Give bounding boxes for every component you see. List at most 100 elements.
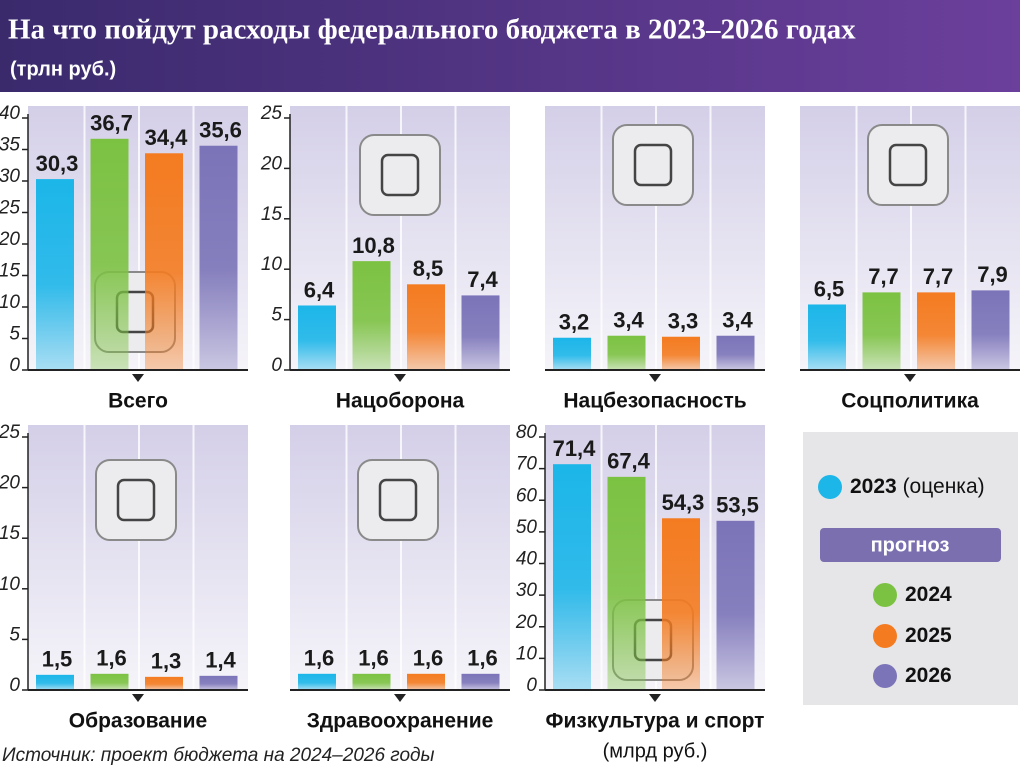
y-tick-label: 5 [9, 624, 20, 645]
bar [199, 675, 238, 690]
value-label: 1,6 [467, 646, 498, 671]
bar [352, 673, 391, 690]
category-label: Нацоборона [336, 390, 465, 413]
y-tick-label: 20 [0, 473, 20, 494]
y-tick-label: 25 [0, 422, 20, 443]
value-label: 36,7 [90, 111, 133, 136]
pointer [649, 694, 661, 702]
y-tick-label: 80 [516, 422, 538, 443]
icon-tile [359, 134, 441, 216]
icon-tile [95, 459, 177, 541]
value-label: 1,6 [358, 646, 389, 671]
value-label: 35,6 [199, 118, 242, 143]
forecast-label: прогноз [871, 534, 950, 556]
y-tick-label: 30 [0, 166, 20, 187]
value-label: 7,9 [977, 262, 1008, 287]
legend-year: 2025 [905, 624, 952, 647]
value-label: 3,2 [559, 310, 590, 335]
pointer [394, 694, 406, 702]
bar [90, 673, 129, 690]
value-label: 3,4 [722, 308, 753, 333]
y-tick-label: 15 [0, 261, 20, 282]
value-label: 3,3 [668, 309, 699, 334]
value-label: 1,6 [96, 646, 127, 671]
y-tick-label: 10 [516, 643, 538, 664]
y-tick-label: 10 [261, 254, 283, 275]
title: На что пойдут расходы федерального бюдже… [8, 14, 856, 46]
legend-year: 2023 [850, 475, 897, 498]
y-tick-label: 0 [526, 675, 537, 696]
bar [199, 145, 238, 370]
legend-label: 2025 [905, 624, 952, 647]
header-band [0, 0, 1020, 92]
value-label: 34,4 [145, 125, 189, 150]
source: Источник: проект бюджета на 2024–2026 го… [2, 745, 435, 766]
value-label: 1,6 [413, 646, 444, 671]
bar [352, 261, 391, 370]
pointer [904, 374, 916, 382]
bar [90, 138, 129, 370]
bar [716, 520, 755, 690]
y-tick-label: 15 [0, 523, 20, 544]
y-tick-label: 0 [9, 675, 20, 696]
bar [407, 284, 445, 370]
value-label: 7,4 [467, 267, 498, 292]
y-tick-label: 25 [0, 198, 20, 219]
pointer [649, 374, 661, 382]
forecast-band [820, 528, 1001, 562]
legend-swatch [873, 583, 897, 607]
y-tick-label: 35 [0, 135, 20, 156]
pointer [132, 374, 144, 382]
bar [36, 179, 74, 370]
bar [36, 674, 74, 690]
icon-tile [867, 124, 949, 206]
unit-note: (млрд руб.) [603, 740, 708, 762]
icon-glyph [888, 143, 928, 187]
value-label: 1,6 [304, 646, 335, 671]
value-label: 67,4 [607, 449, 651, 474]
legend-panel [803, 432, 1018, 705]
y-tick-label: 5 [271, 305, 282, 326]
value-label: 54,3 [662, 490, 705, 515]
y-tick-label: 30 [516, 580, 538, 601]
pointer [394, 374, 406, 382]
legend-swatch [873, 624, 897, 648]
icon-glyph [378, 478, 418, 522]
y-tick-label: 20 [515, 612, 538, 633]
value-label: 3,4 [613, 308, 644, 333]
pointer [132, 694, 144, 702]
value-label: 1,4 [205, 648, 236, 673]
bar [917, 292, 955, 370]
bar [862, 292, 901, 370]
bar [716, 335, 755, 370]
y-tick-label: 0 [271, 355, 282, 376]
y-tick-label: 60 [516, 485, 538, 506]
bar [553, 337, 591, 370]
y-tick-label: 5 [9, 324, 20, 345]
bar [298, 305, 336, 370]
y-tick-label: 15 [261, 204, 283, 225]
value-label: 7,7 [923, 264, 954, 289]
legend-label: 2024 [905, 583, 952, 606]
legend-label: 2023 (оценка) [850, 475, 985, 498]
bar [607, 335, 646, 370]
bar [971, 290, 1010, 370]
y-tick-label: 50 [516, 517, 538, 538]
legend-swatch [818, 475, 842, 499]
category-label: Соцполитика [841, 390, 979, 413]
icon-glyph [380, 153, 420, 197]
legend-note: (оценка) [903, 475, 985, 498]
y-tick-label: 40 [516, 549, 538, 570]
category-label: Образование [69, 710, 207, 733]
bar [461, 295, 500, 370]
y-tick-label: 10 [0, 292, 20, 313]
value-label: 6,4 [304, 277, 335, 302]
category-label: Всего [108, 390, 168, 413]
bar [808, 304, 846, 370]
legend-label: 2026 [905, 664, 952, 687]
bar [407, 673, 445, 690]
bar [662, 518, 700, 690]
category-label: Здравоохранение [307, 710, 494, 733]
legend-year: 2026 [905, 664, 952, 687]
